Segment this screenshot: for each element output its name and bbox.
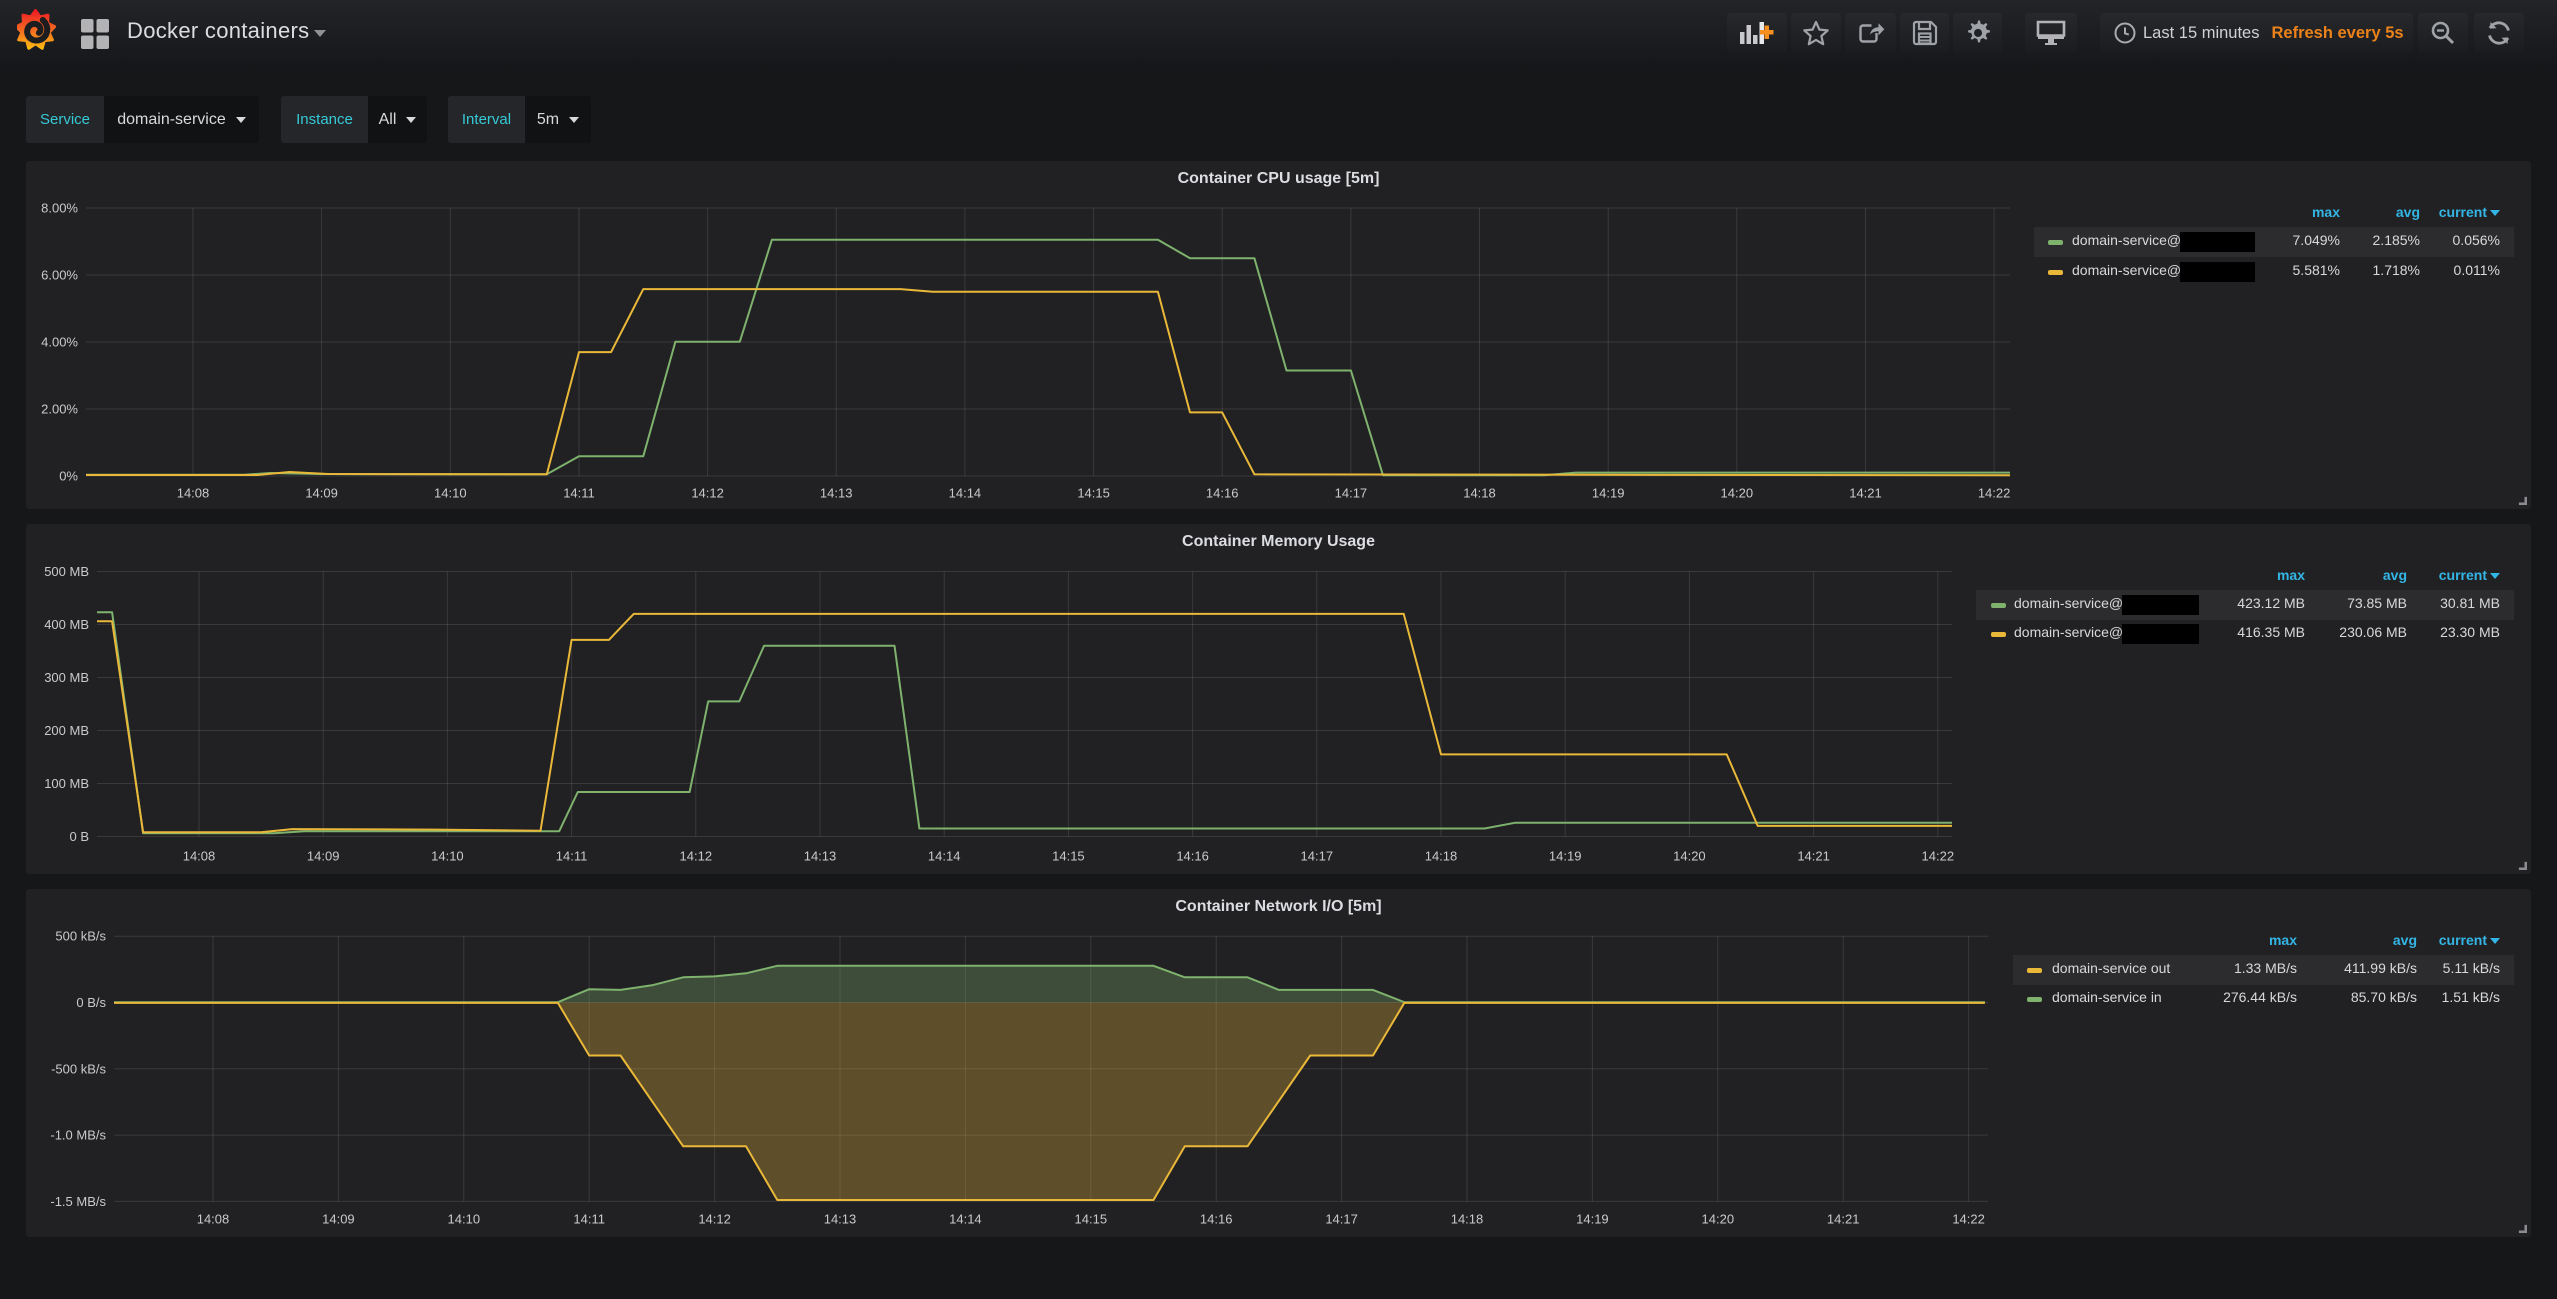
svg-text:14:21: 14:21 <box>1849 486 1882 501</box>
svg-text:14:16: 14:16 <box>1176 849 1209 864</box>
svg-text:200 MB: 200 MB <box>44 723 89 738</box>
svg-text:14:20: 14:20 <box>1721 486 1754 501</box>
svg-text:14:14: 14:14 <box>949 486 982 501</box>
svg-text:14:15: 14:15 <box>1052 849 1085 864</box>
svg-text:14:20: 14:20 <box>1702 1212 1735 1227</box>
svg-text:14:18: 14:18 <box>1425 849 1458 864</box>
svg-text:14:17: 14:17 <box>1335 486 1368 501</box>
svg-text:14:10: 14:10 <box>448 1212 481 1227</box>
svg-text:14:13: 14:13 <box>804 849 837 864</box>
svg-text:14:21: 14:21 <box>1827 1212 1860 1227</box>
svg-text:14:12: 14:12 <box>698 1212 731 1227</box>
svg-text:0 B/s: 0 B/s <box>76 995 106 1010</box>
svg-text:14:08: 14:08 <box>183 849 216 864</box>
svg-text:14:17: 14:17 <box>1301 849 1334 864</box>
svg-text:14:11: 14:11 <box>573 1212 605 1227</box>
svg-text:14:17: 14:17 <box>1325 1212 1358 1227</box>
svg-text:14:09: 14:09 <box>322 1212 355 1227</box>
svg-text:14:14: 14:14 <box>949 1212 982 1227</box>
svg-text:14:10: 14:10 <box>434 486 467 501</box>
svg-text:8.00%: 8.00% <box>41 201 78 216</box>
svg-text:14:22: 14:22 <box>1922 849 1955 864</box>
svg-text:400 MB: 400 MB <box>44 617 89 632</box>
svg-text:14:21: 14:21 <box>1797 849 1830 864</box>
svg-text:4.00%: 4.00% <box>41 335 78 350</box>
svg-text:14:22: 14:22 <box>1978 486 2011 501</box>
svg-text:14:16: 14:16 <box>1200 1212 1233 1227</box>
svg-text:14:19: 14:19 <box>1576 1212 1609 1227</box>
svg-text:0 B: 0 B <box>69 829 89 844</box>
svg-text:14:11: 14:11 <box>556 849 588 864</box>
svg-text:-1.0 MB/s: -1.0 MB/s <box>50 1128 106 1143</box>
svg-text:14:15: 14:15 <box>1077 486 1110 501</box>
svg-text:14:09: 14:09 <box>307 849 340 864</box>
svg-text:14:13: 14:13 <box>824 1212 857 1227</box>
svg-text:14:12: 14:12 <box>691 486 724 501</box>
svg-text:14:10: 14:10 <box>431 849 464 864</box>
svg-text:14:22: 14:22 <box>1952 1212 1985 1227</box>
svg-text:14:08: 14:08 <box>177 486 210 501</box>
svg-text:500 MB: 500 MB <box>44 564 89 579</box>
svg-text:14:16: 14:16 <box>1206 486 1239 501</box>
svg-text:100 MB: 100 MB <box>44 776 89 791</box>
svg-text:14:18: 14:18 <box>1451 1212 1484 1227</box>
svg-text:14:18: 14:18 <box>1463 486 1496 501</box>
svg-text:-500 kB/s: -500 kB/s <box>51 1061 106 1076</box>
svg-text:14:20: 14:20 <box>1673 849 1706 864</box>
svg-text:500 kB/s: 500 kB/s <box>55 929 106 944</box>
svg-text:-1.5 MB/s: -1.5 MB/s <box>50 1194 106 1209</box>
svg-text:2.00%: 2.00% <box>41 402 78 417</box>
svg-text:14:15: 14:15 <box>1075 1212 1108 1227</box>
svg-text:14:12: 14:12 <box>680 849 713 864</box>
svg-text:6.00%: 6.00% <box>41 268 78 283</box>
svg-text:14:13: 14:13 <box>820 486 853 501</box>
svg-text:14:08: 14:08 <box>197 1212 230 1227</box>
svg-text:14:19: 14:19 <box>1549 849 1582 864</box>
svg-text:0%: 0% <box>59 469 78 484</box>
svg-text:14:14: 14:14 <box>928 849 961 864</box>
svg-text:14:11: 14:11 <box>563 486 595 501</box>
svg-text:14:09: 14:09 <box>305 486 338 501</box>
svg-text:300 MB: 300 MB <box>44 670 89 685</box>
svg-text:14:19: 14:19 <box>1592 486 1625 501</box>
